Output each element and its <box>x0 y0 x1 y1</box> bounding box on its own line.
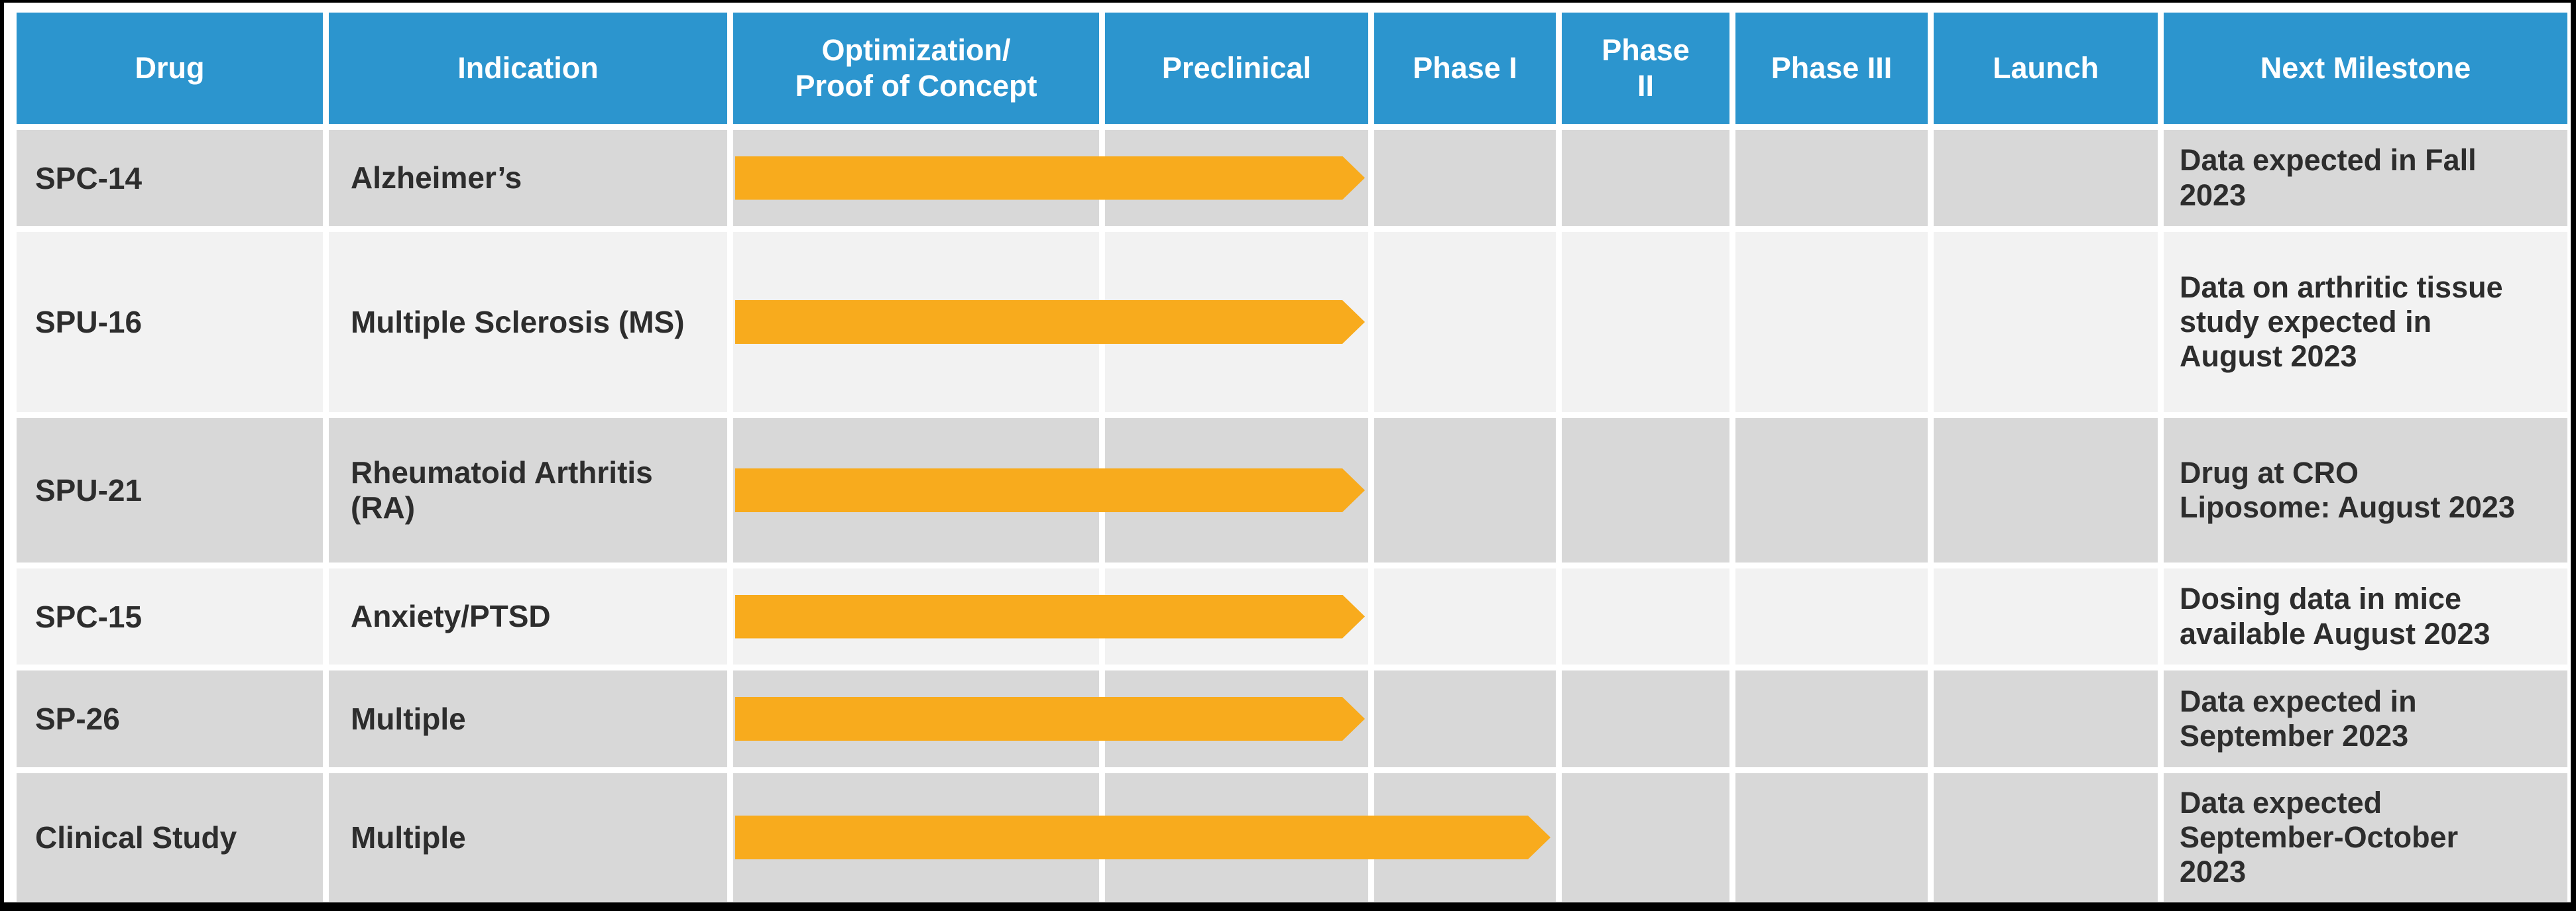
table-body: Drug Indication Optimization/ Proof of C… <box>4 3 2571 902</box>
progress-arrow-icon <box>735 156 1365 200</box>
indication-cell: Multiple <box>329 670 727 767</box>
header-phase-3: Phase III <box>1735 13 1928 124</box>
milestone-cell: Dosing data in mice available August 202… <box>2164 568 2567 665</box>
header-next-milestone: Next Milestone <box>2164 13 2567 124</box>
header-phase-2: Phase II <box>1562 13 1729 124</box>
milestone-cell: Data expected in September 2023 <box>2164 670 2567 767</box>
pipeline-row-spu-16: SPU-16 Multiple Sclerosis (MS) Data on a… <box>17 232 2567 412</box>
milestone-cell: Data expected September-October 2023 <box>2164 773 2567 902</box>
stage-cell-phase-2 <box>1562 670 1729 767</box>
stage-cell-launch <box>1934 130 2158 226</box>
stage-cell-phase-3 <box>1735 130 1928 226</box>
progress-arrow-icon <box>735 816 1551 859</box>
pipeline-row-clinical-study: Clinical Study Multiple Data expected Se… <box>17 773 2567 902</box>
drug-cell: SPU-16 <box>17 232 323 412</box>
drug-cell: SP-26 <box>17 670 323 767</box>
progress-arrow-icon <box>735 697 1365 741</box>
milestone-cell: Drug at CRO Liposome: August 2023 <box>2164 418 2567 563</box>
stage-cell-phase-2 <box>1562 568 1729 665</box>
stage-cell-launch <box>1934 773 2158 902</box>
stage-cell-launch <box>1934 670 2158 767</box>
indication-cell: Multiple <box>329 773 727 902</box>
stage-cell-phase-3 <box>1735 232 1928 412</box>
drug-cell: SPC-14 <box>17 130 323 226</box>
indication-cell: Anxiety/PTSD <box>329 568 727 665</box>
indication-cell: Multiple Sclerosis (MS) <box>329 232 727 412</box>
stage-cell-phase-1 <box>1374 232 1556 412</box>
pipeline-row-spc-14: SPC-14 Alzheimer’s Data expected in Fall… <box>17 130 2567 226</box>
stage-cell-phase-1 <box>1374 418 1556 563</box>
indication-cell: Alzheimer’s <box>329 130 727 226</box>
stage-cell-phase-3 <box>1735 670 1928 767</box>
drug-cell: SPC-15 <box>17 568 323 665</box>
stage-cell-phase-1 <box>1374 568 1556 665</box>
stage-cell-phase-3 <box>1735 418 1928 563</box>
stage-cell-phase-2 <box>1562 232 1729 412</box>
stage-cell-phase-1 <box>1374 670 1556 767</box>
drug-cell: SPU-21 <box>17 418 323 563</box>
milestone-cell: Data expected in Fall 2023 <box>2164 130 2567 226</box>
stage-cell-launch <box>1934 568 2158 665</box>
stage-cell-launch <box>1934 232 2158 412</box>
progress-arrow-icon <box>735 468 1365 512</box>
header-drug: Drug <box>17 13 323 124</box>
stage-cell-phase-2 <box>1562 130 1729 226</box>
stage-cell-phase-2 <box>1562 418 1729 563</box>
stage-cell-phase-2 <box>1562 773 1729 902</box>
drug-cell: Clinical Study <box>17 773 323 902</box>
header-preclinical: Preclinical <box>1105 13 1368 124</box>
pipeline-row-sp-26: SP-26 Multiple Data expected in Septembe… <box>17 670 2567 767</box>
pipeline-row-spu-21: SPU-21 Rheumatoid Arthritis (RA) Drug at… <box>17 418 2567 563</box>
indication-cell: Rheumatoid Arthritis (RA) <box>329 418 727 563</box>
pipeline-row-spc-15: SPC-15 Anxiety/PTSD Dosing data in mice … <box>17 568 2567 665</box>
header-phase-1: Phase I <box>1374 13 1556 124</box>
stage-cell-launch <box>1934 418 2158 563</box>
progress-arrow-icon <box>735 595 1365 639</box>
header-indication: Indication <box>329 13 727 124</box>
header-row: Drug Indication Optimization/ Proof of C… <box>17 13 2567 124</box>
stage-cell-phase-1 <box>1374 130 1556 226</box>
progress-arrow-icon <box>735 300 1365 344</box>
header-optimization-poc: Optimization/ Proof of Concept <box>733 13 1099 124</box>
milestone-cell: Data on arthritic tissue study expected … <box>2164 232 2567 412</box>
stage-cell-phase-3 <box>1735 773 1928 902</box>
stage-cell-phase-3 <box>1735 568 1928 665</box>
header-launch: Launch <box>1934 13 2158 124</box>
